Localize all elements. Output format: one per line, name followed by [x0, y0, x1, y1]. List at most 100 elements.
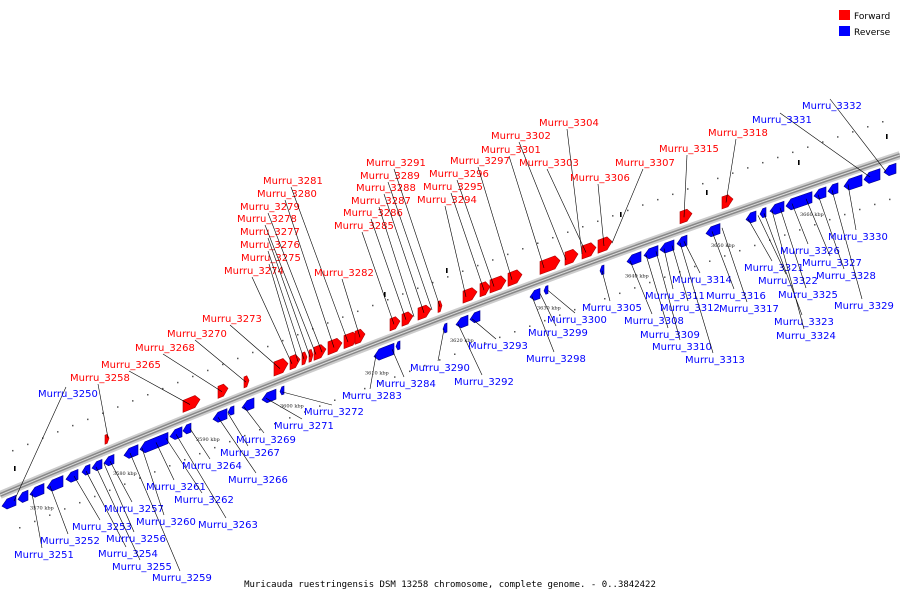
gene-label-murru-3314: Murru_3314	[672, 275, 732, 286]
kbp-mark: 3650 kbp	[711, 243, 735, 249]
forward-gene-block	[417, 304, 432, 321]
gene-label-murru-3311: Murru_3311	[645, 291, 705, 302]
track-dot	[57, 431, 59, 433]
gene-label-murru-3291: Murru_3291	[366, 158, 426, 169]
forward-gene-block	[581, 242, 597, 260]
leader-line	[779, 207, 807, 289]
leader-line	[450, 192, 485, 291]
reverse-gene-block	[705, 223, 721, 238]
reverse-gene-block	[599, 264, 605, 276]
kbp-mark: 3580 kbp	[113, 471, 137, 477]
gene-label-murru-3285: Murru_3285	[334, 221, 394, 232]
leader-line	[341, 278, 361, 338]
forward-gene-block	[308, 349, 314, 363]
leader-line	[265, 397, 303, 420]
track-dot	[34, 520, 36, 523]
track-dot	[177, 381, 179, 384]
gene-label-murru-3288: Murru_3288	[356, 183, 416, 194]
axis-highlight	[0, 154, 900, 496]
track-dot	[814, 224, 816, 226]
forward-gene-block	[564, 248, 579, 266]
leader-line	[437, 329, 445, 362]
reverse-gene-block	[227, 405, 235, 416]
track-dot	[289, 417, 291, 419]
track-dot	[297, 333, 299, 336]
kbp-mark: 3570 kbp	[30, 505, 54, 511]
leader-line	[831, 189, 863, 300]
leader-line	[267, 250, 305, 360]
legend: Forward Reverse	[839, 10, 891, 38]
gene-label-murru-3307: Murru_3307	[615, 158, 675, 169]
track-dot	[27, 443, 29, 446]
leader-line	[611, 168, 644, 244]
track-dot	[304, 411, 306, 413]
track-dot	[387, 298, 389, 301]
leader-line	[457, 323, 483, 376]
forward-gene-block	[243, 375, 250, 389]
track-dot	[214, 446, 216, 449]
leader-line	[393, 168, 441, 307]
gene-label-murru-3276: Murru_3276	[240, 240, 300, 251]
leader-line	[370, 218, 407, 320]
gene-label-murru-3275: Murru_3275	[241, 253, 301, 264]
track-dot	[739, 249, 741, 252]
track-dot	[537, 242, 539, 245]
gene-labels: Murru_3258 Murru_3265 Murru_3268 Murru_3270…	[13, 98, 894, 584]
gene-label-murru-3292: Murru_3292	[454, 377, 514, 388]
kbp-mark: 3610 kbp	[365, 370, 389, 376]
legend-label-forward: Forward	[854, 12, 890, 22]
leader-line	[508, 155, 545, 269]
forward-gene-block	[401, 311, 414, 327]
gene-label-murru-3299: Murru_3299	[528, 328, 588, 339]
reverse-gene-block	[813, 186, 827, 200]
track-dot	[229, 440, 231, 443]
track-dot	[222, 363, 224, 366]
gene-label-murru-3303: Murru_3303	[519, 158, 579, 169]
track-dot	[754, 244, 756, 247]
track-dot	[319, 405, 321, 407]
reverse-gene-block	[182, 422, 192, 435]
track-dot	[552, 236, 554, 239]
track-dot	[334, 399, 336, 401]
gene-label-murru-3281: Murru_3281	[263, 176, 323, 187]
gene-label-murru-3277: Murru_3277	[240, 227, 300, 238]
track-dot	[424, 364, 426, 367]
leader-line	[601, 270, 611, 302]
leader-line	[629, 260, 653, 315]
leader-line	[281, 391, 333, 406]
gene-label-murru-3297: Murru_3297	[450, 156, 510, 167]
gene-label-murru-3287: Murru_3287	[351, 196, 411, 207]
track-dot	[244, 434, 246, 437]
track-dot	[822, 141, 824, 143]
legend-item-forward: Forward	[839, 10, 890, 22]
track-dot	[507, 253, 509, 256]
leader-line	[391, 348, 405, 378]
leader-line	[284, 199, 335, 348]
track-dot	[357, 310, 359, 313]
leader-line	[725, 138, 737, 203]
track-dot	[64, 508, 66, 510]
track-dot	[454, 353, 456, 355]
gene-label-murru-3328: Murru_3328	[816, 271, 876, 282]
track-dot	[582, 225, 584, 228]
track-dot	[762, 161, 764, 164]
gene-label-murru-3250: Murru_3250	[38, 389, 98, 400]
track-dot	[12, 449, 14, 452]
leader-line	[383, 193, 425, 313]
leader-line	[546, 168, 587, 253]
forward-gene-block	[217, 383, 229, 399]
track-dot	[657, 198, 659, 201]
track-dot	[124, 483, 126, 485]
gene-label-murru-3260: Murru_3260	[136, 517, 196, 528]
track-dot	[559, 314, 561, 316]
leader-line	[747, 218, 773, 262]
track-dot	[132, 400, 134, 402]
reverse-gene-block	[745, 210, 757, 224]
tick-marker	[14, 466, 16, 471]
leader-line	[162, 353, 223, 392]
track-dot	[612, 215, 614, 217]
leader-line	[671, 245, 689, 302]
track-dot	[207, 369, 209, 372]
leader-line	[189, 428, 211, 460]
forward-gene-block	[327, 337, 343, 356]
